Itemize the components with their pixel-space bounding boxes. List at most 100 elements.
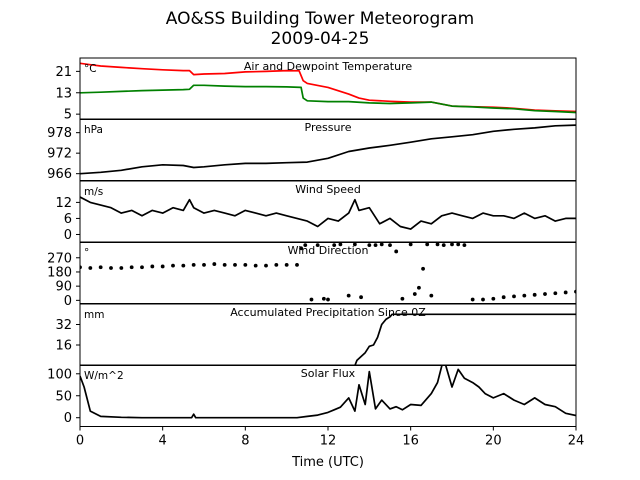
panel-0-unit: °C [84,63,97,75]
panel-3-point-3 [109,266,113,270]
panel-3-point-41 [417,285,421,290]
panel-0: 5 13 21 °C Air and Dewpoint Temperature [55,57,577,123]
panel-3-ytick-label-3: 270 [47,251,72,266]
panel-4-series-0-line [80,313,576,366]
panel-4-ytick-label-0: 16 [55,339,72,354]
panel-3-point-53 [501,295,506,300]
panel-3-ytick-label-2: 180 [47,265,72,280]
panel-3-point-21 [295,262,299,267]
panel-5-ytick-label-1: 50 [55,389,72,404]
panel-3-point-52 [491,296,496,301]
x-tick-label-4: 16 [402,434,419,449]
panel-3-point-27 [326,297,330,302]
panel-3-point-23 [303,243,308,248]
panel-1-series-0-line [80,124,576,175]
chart-title-line2: 2009-04-25 [271,29,370,49]
panel-3-point-22 [299,246,304,251]
panel-5-title: Solar Flux [301,367,356,380]
panel-3-point-49 [462,243,467,248]
panel-3-ytick-label-0: 0 [64,294,72,309]
x-tick-label-0: 0 [76,434,84,449]
x-tick-label-5: 20 [485,434,502,449]
panel-3-point-50 [470,297,475,302]
panel-3-point-20 [284,262,289,267]
panel-3-point-28 [332,243,337,248]
panel-3-point-14 [222,262,227,267]
panel-3-point-57 [543,292,547,296]
panel-3-point-30 [346,293,351,298]
panel-3-point-10 [181,263,186,268]
panel-3-point-5 [129,265,134,270]
panel-3-point-13 [212,262,217,266]
panel-3-point-11 [191,262,196,267]
panel-3-point-34 [373,243,378,248]
x-tick-label-1: 4 [159,434,167,449]
panel-1-ytick-label-1: 972 [47,147,72,162]
panel-3-point-56 [532,292,537,297]
panel-3-point-40 [412,292,417,296]
panel-0-title: Air and Dewpoint Temperature [244,60,412,73]
panel-3-point-54 [512,294,516,299]
panel-3-point-38 [400,296,405,301]
panel-3-point-4 [119,266,124,270]
panel-3-point-37 [394,249,399,254]
panel-3-point-39 [408,242,413,247]
x-tick-label-6: 24 [568,434,585,449]
panel-4-unit: mm [84,309,104,321]
panels: 5 13 21 °C Air and Dewpoint Temperature 966 97… [47,57,577,427]
panel-3-point-32 [359,295,363,300]
panel-3-title: Wind Direction [288,244,369,257]
panel-1-series [80,124,576,175]
panel-1: 966 972 978 hPa Pressure [47,118,577,182]
panel-1-ytick-label-2: 978 [47,126,72,141]
panel-3-point-6 [140,265,144,270]
panel-2-ytick-label-2: 12 [55,196,72,211]
panel-3-point-1 [88,266,93,270]
panel-4-ytick-label-1: 32 [55,318,72,333]
chart-title-line1: AO&SS Building Tower Meteorogram [166,9,474,29]
panel-3-point-26 [321,296,326,301]
panel-3-point-44 [429,293,434,298]
panel-1-unit: hPa [84,124,103,136]
panel-0-ytick-label-1: 13 [55,86,72,101]
x-tick-label-2: 8 [241,434,249,449]
panel-5: 0 50 100 W/m^2 Solar Flux [47,364,577,427]
panel-3-unit: ° [84,247,89,259]
panel-5-unit: W/m^2 [84,370,124,382]
panel-3-point-19 [274,262,279,267]
panel-0-series [80,62,576,114]
panel-2-unit: m/s [84,186,103,198]
panel-3-point-51 [481,297,485,302]
panel-3-point-58 [553,291,558,296]
x-axis-label: Time (UTC) [291,455,364,470]
panel-1-title: Pressure [305,121,352,134]
panel-5-series-0-line [80,365,576,419]
panel-3-ytick-label-1: 90 [55,280,72,295]
panel-5-ytick-label-0: 0 [64,411,72,426]
panel-5-ytick-label-2: 100 [47,367,72,382]
panel-3-point-43 [425,242,430,247]
panel-3-point-7 [150,264,155,269]
panel-3-point-17 [253,263,258,268]
panel-3-point-25 [315,243,320,248]
panel-3-point-48 [456,242,461,247]
panel-3-point-29 [338,242,343,247]
panel-3-point-24 [309,297,314,302]
panel-3-point-33 [367,243,372,248]
panel-4-series [80,313,576,366]
panel-3-series [80,242,576,302]
panel-4-title: Accumulated Precipitation Since 0Z [230,306,426,319]
panel-0-ytick-label-0: 5 [64,108,72,123]
panel-3-point-47 [450,242,454,247]
panel-2-title: Wind Speed [295,183,361,196]
panel-3-point-36 [388,243,392,248]
panel-3-point-35 [379,242,384,247]
panel-3-point-31 [352,242,357,247]
panel-3-point-15 [233,262,237,267]
panel-2-series [80,196,576,230]
panel-2-ytick-label-0: 0 [64,228,72,243]
panel-1-ytick-label-0: 966 [47,167,72,182]
